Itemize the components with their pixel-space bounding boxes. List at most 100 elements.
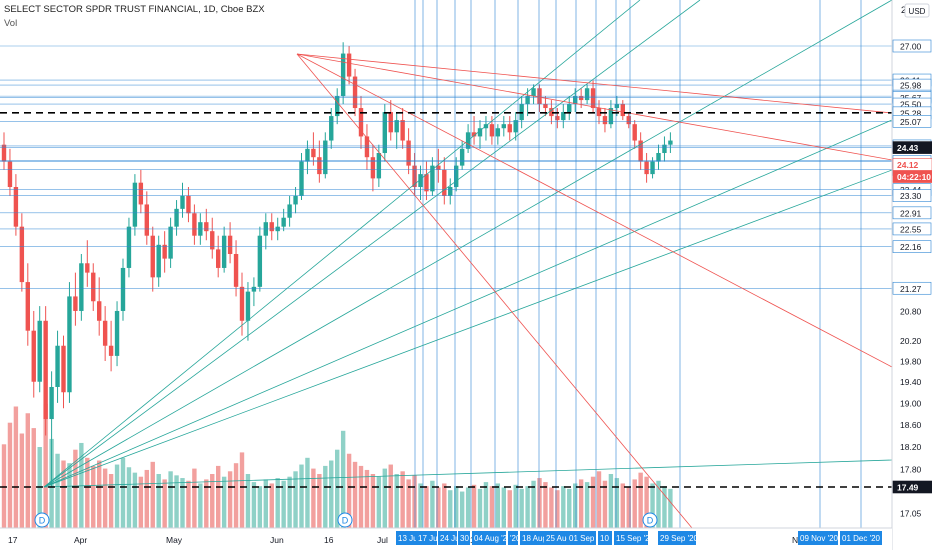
volume-bar (519, 488, 524, 528)
time-tick-label: Jul (377, 535, 388, 545)
time-tick-label: May (166, 535, 183, 545)
candle-body (204, 222, 209, 232)
date-badge (472, 531, 506, 545)
volume-bar (138, 476, 144, 528)
currency-badge (904, 3, 930, 18)
candle-body (180, 195, 185, 209)
candle-body (97, 301, 102, 321)
volume-bar (549, 487, 554, 528)
price-tick-label: 20.80 (900, 306, 922, 316)
candle-body (638, 140, 643, 162)
volume-bar (168, 471, 173, 528)
volume-bar (102, 468, 108, 528)
date-badge-label: 30 (460, 534, 469, 543)
candle-body (79, 263, 84, 311)
candle-body (662, 144, 667, 154)
candle-body (174, 208, 179, 227)
candle-body (287, 204, 292, 218)
level-label: 25.28 (900, 108, 922, 118)
candle-body (19, 226, 25, 283)
candle-body (227, 235, 233, 254)
candle-body (448, 187, 453, 196)
volume-bar (186, 480, 191, 528)
candle-body (156, 244, 161, 278)
candle-body (1, 144, 7, 162)
highlight-label-box (892, 141, 932, 154)
volume-bar (245, 474, 251, 528)
volume-bar (501, 487, 506, 528)
date-badge-label: 13 Jul (398, 534, 420, 543)
candle-body (73, 296, 78, 311)
volume-bar (477, 488, 483, 528)
candle-body (37, 320, 42, 382)
fan-line-green (43, 0, 701, 488)
price-axis[interactable]: 2USD27.0026.1125.9825.7025.6725.5025.282… (891, 0, 932, 550)
date-badge-label: 17 Jul (418, 534, 440, 543)
candle-body (442, 169, 447, 196)
volume-bar (1, 444, 7, 528)
price-tick-label: 20.20 (900, 336, 922, 346)
candle-body (531, 88, 536, 97)
candle-body (418, 174, 423, 188)
volume-bar (323, 465, 328, 528)
volume-bar (596, 471, 602, 528)
volume-bar (13, 406, 19, 528)
candle-body (281, 217, 286, 227)
date-badge-label: 18 Aug (522, 534, 547, 543)
price-tick-label: 19.80 (900, 357, 922, 367)
volume-bar (233, 463, 239, 528)
candle-body (573, 96, 578, 105)
date-badge (598, 531, 612, 545)
candle-body (370, 157, 376, 179)
candle-body (269, 222, 274, 232)
candle-body (257, 235, 263, 287)
volume-bar (537, 478, 542, 528)
volume-bar (614, 478, 620, 528)
date-badge-label: 01 Dec '20 (842, 534, 881, 543)
candle-body (7, 161, 13, 188)
candle-body (602, 116, 608, 125)
volume-bar (567, 488, 572, 528)
volume-bar (61, 460, 66, 528)
volume-bar (650, 483, 655, 528)
volume-bar (239, 452, 245, 528)
volume-bar (525, 486, 530, 528)
volume-bar (489, 486, 495, 528)
candle-body (311, 148, 316, 158)
volume-bar (251, 482, 257, 528)
candle-body (25, 282, 30, 331)
date-badge-label: 01 Sep ' (569, 534, 599, 543)
candle-body (644, 161, 649, 175)
highlight-label-box (892, 170, 932, 183)
currency-label: USD (909, 7, 926, 16)
candle-body (614, 104, 620, 109)
dividend-marker-label: D (342, 516, 349, 526)
date-badge (438, 531, 457, 545)
candle-body (61, 345, 66, 393)
volume-bar (287, 476, 292, 528)
candle-body (91, 272, 96, 302)
candle-body (192, 213, 197, 236)
candle-body (108, 345, 114, 356)
volume-bar (454, 486, 459, 528)
volume-bar (543, 482, 548, 528)
dividend-marker-label: D (647, 516, 654, 526)
volume-bar (216, 465, 221, 528)
candle-body (555, 116, 560, 121)
volume-bar (495, 483, 501, 528)
volume-bar (335, 449, 340, 528)
level-label-box (892, 39, 932, 53)
candle-body (626, 116, 631, 125)
volume-bar (483, 482, 489, 528)
candle-body (221, 235, 227, 268)
candle-body (305, 148, 310, 162)
volume-bar (192, 468, 197, 528)
volume-bar (626, 487, 631, 528)
candle-body (668, 140, 673, 145)
volume-bar (346, 453, 352, 528)
candle-body (471, 132, 477, 137)
